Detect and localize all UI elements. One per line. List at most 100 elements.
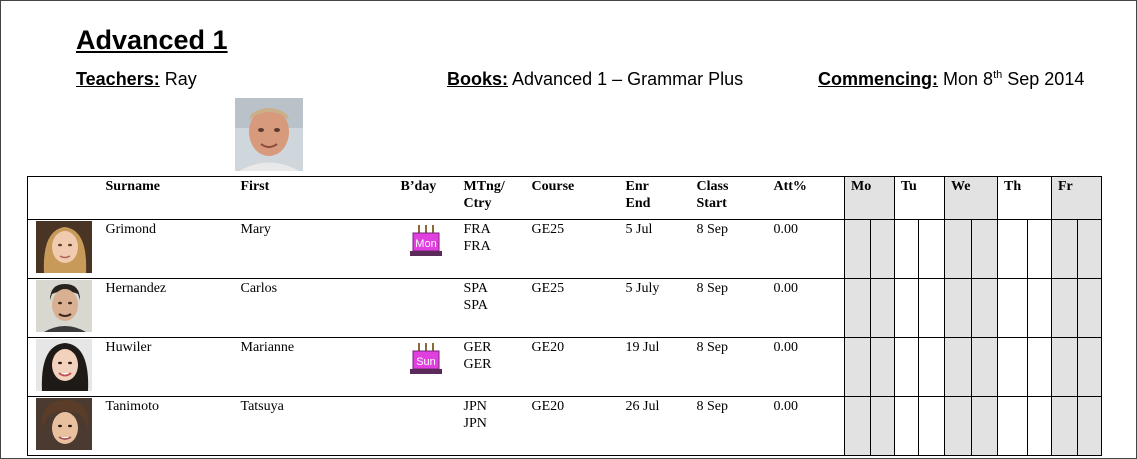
table-row: Grimond Mary Mon FRA FRA xyxy=(27,219,1102,279)
attendance-cell[interactable] xyxy=(844,219,871,279)
class-start-cell: 8 Sep xyxy=(696,337,774,397)
student-roster-table: Surname First B’day MTng/ Ctry Course En… xyxy=(27,176,1102,456)
attendance-cell[interactable] xyxy=(944,219,972,279)
enr-end-header: Enr End xyxy=(625,176,697,220)
photo-column-header xyxy=(27,176,106,220)
class-title: Advanced 1 xyxy=(76,25,228,55)
attendance-cell[interactable] xyxy=(844,278,871,338)
mtng-cell: FRA FRA xyxy=(463,219,532,279)
attendance-cell[interactable] xyxy=(894,337,919,397)
attendance-cell[interactable] xyxy=(918,278,945,338)
attendance-cell[interactable] xyxy=(944,278,972,338)
bday-cell: Sun xyxy=(400,337,464,397)
day-header-mo: Mo xyxy=(844,176,895,220)
attendance-cell[interactable] xyxy=(1077,396,1102,456)
bday-cell xyxy=(400,278,464,338)
teacher-photo xyxy=(235,98,303,171)
attendance-cell[interactable] xyxy=(1077,278,1102,338)
attendance-cell[interactable] xyxy=(918,396,945,456)
day-header-we: We xyxy=(944,176,998,220)
att-cell: 0.00 xyxy=(773,337,845,397)
table-row: Tanimoto Tatsuya JPN JPN GE20 26 Jul 8 S… xyxy=(27,396,1102,456)
student-photo xyxy=(27,219,106,279)
surname-cell: Hernandez xyxy=(105,278,241,338)
books-value: Advanced 1 – Grammar Plus xyxy=(512,69,744,89)
attendance-cell[interactable] xyxy=(1051,219,1078,279)
attendance-cell[interactable] xyxy=(997,396,1028,456)
books-label: Books: xyxy=(447,69,509,89)
surname-cell: Huwiler xyxy=(105,337,241,397)
attendance-cell[interactable] xyxy=(894,219,919,279)
table-row: Huwiler Marianne Sun GER GER xyxy=(27,337,1102,397)
cake-day-label: Mon xyxy=(415,238,436,250)
first-cell: Mary xyxy=(240,219,401,279)
attendance-cell[interactable] xyxy=(870,219,895,279)
table-row: Hernandez Carlos SPA SPA GE25 5 July 8 S… xyxy=(27,278,1102,338)
course-header: Course xyxy=(531,176,626,220)
class-start-cell: 8 Sep xyxy=(696,278,774,338)
attendance-cell[interactable] xyxy=(844,396,871,456)
attendance-cell[interactable] xyxy=(870,278,895,338)
attendance-cell[interactable] xyxy=(997,337,1028,397)
first-cell: Marianne xyxy=(240,337,401,397)
course-cell: GE20 xyxy=(531,337,626,397)
student-photo xyxy=(27,396,106,456)
bday-cell xyxy=(400,396,464,456)
attendance-cell[interactable] xyxy=(1051,337,1078,397)
attendance-cell[interactable] xyxy=(1051,396,1078,456)
attendance-cell[interactable] xyxy=(971,278,998,338)
attendance-cell[interactable] xyxy=(971,219,998,279)
surname-cell: Tanimoto xyxy=(105,396,241,456)
att-cell: 0.00 xyxy=(773,278,845,338)
att-header: Att% xyxy=(773,176,845,220)
attendance-cell[interactable] xyxy=(971,337,998,397)
class-start-cell: 8 Sep xyxy=(696,219,774,279)
attendance-cell[interactable] xyxy=(1027,278,1052,338)
commencing-day-suffix: th xyxy=(993,69,1003,81)
commencing-rest: Sep 2014 xyxy=(1007,69,1085,89)
attendance-cell[interactable] xyxy=(918,337,945,397)
attendance-cell[interactable] xyxy=(1027,337,1052,397)
enr-end-cell: 5 Jul xyxy=(625,219,697,279)
first-cell: Carlos xyxy=(240,278,401,338)
attendance-cell[interactable] xyxy=(894,396,919,456)
commencing-line: Commencing: Mon 8th Sep 2014 xyxy=(818,69,1084,90)
attendance-cell[interactable] xyxy=(894,278,919,338)
attendance-cell[interactable] xyxy=(997,219,1028,279)
bday-cell: Mon xyxy=(400,219,464,279)
day-header-tu: Tu xyxy=(894,176,945,220)
attendance-cell[interactable] xyxy=(971,396,998,456)
first-cell: Tatsuya xyxy=(240,396,401,456)
attendance-cell[interactable] xyxy=(1077,219,1102,279)
attendance-cell[interactable] xyxy=(1027,219,1052,279)
attendance-cell[interactable] xyxy=(944,337,972,397)
attendance-cell[interactable] xyxy=(844,337,871,397)
attendance-cell[interactable] xyxy=(1077,337,1102,397)
attendance-cell[interactable] xyxy=(944,396,972,456)
attendance-cell[interactable] xyxy=(870,337,895,397)
class-start-cell: 8 Sep xyxy=(696,396,774,456)
birthday-cake-icon: Mon xyxy=(409,223,443,264)
attendance-cell[interactable] xyxy=(997,278,1028,338)
att-cell: 0.00 xyxy=(773,219,845,279)
day-header-th: Th xyxy=(997,176,1052,220)
commencing-label: Commencing: xyxy=(818,69,939,89)
mtng-cell: SPA SPA xyxy=(463,278,532,338)
cake-day-label: Sun xyxy=(416,356,436,368)
attendance-cell[interactable] xyxy=(1051,278,1078,338)
mtng-cell: JPN JPN xyxy=(463,396,532,456)
teachers-label: Teachers: xyxy=(76,69,160,89)
teachers-value: Ray xyxy=(164,69,197,89)
course-cell: GE25 xyxy=(531,219,626,279)
commencing-day: Mon 8 xyxy=(943,69,994,89)
attendance-cell[interactable] xyxy=(870,396,895,456)
enr-end-cell: 5 July xyxy=(625,278,697,338)
surname-header: Surname xyxy=(105,176,241,220)
mtng-cell: GER GER xyxy=(463,337,532,397)
surname-cell: Grimond xyxy=(105,219,241,279)
attendance-cell[interactable] xyxy=(918,219,945,279)
student-photo xyxy=(27,278,106,338)
att-cell: 0.00 xyxy=(773,396,845,456)
attendance-cell[interactable] xyxy=(1027,396,1052,456)
